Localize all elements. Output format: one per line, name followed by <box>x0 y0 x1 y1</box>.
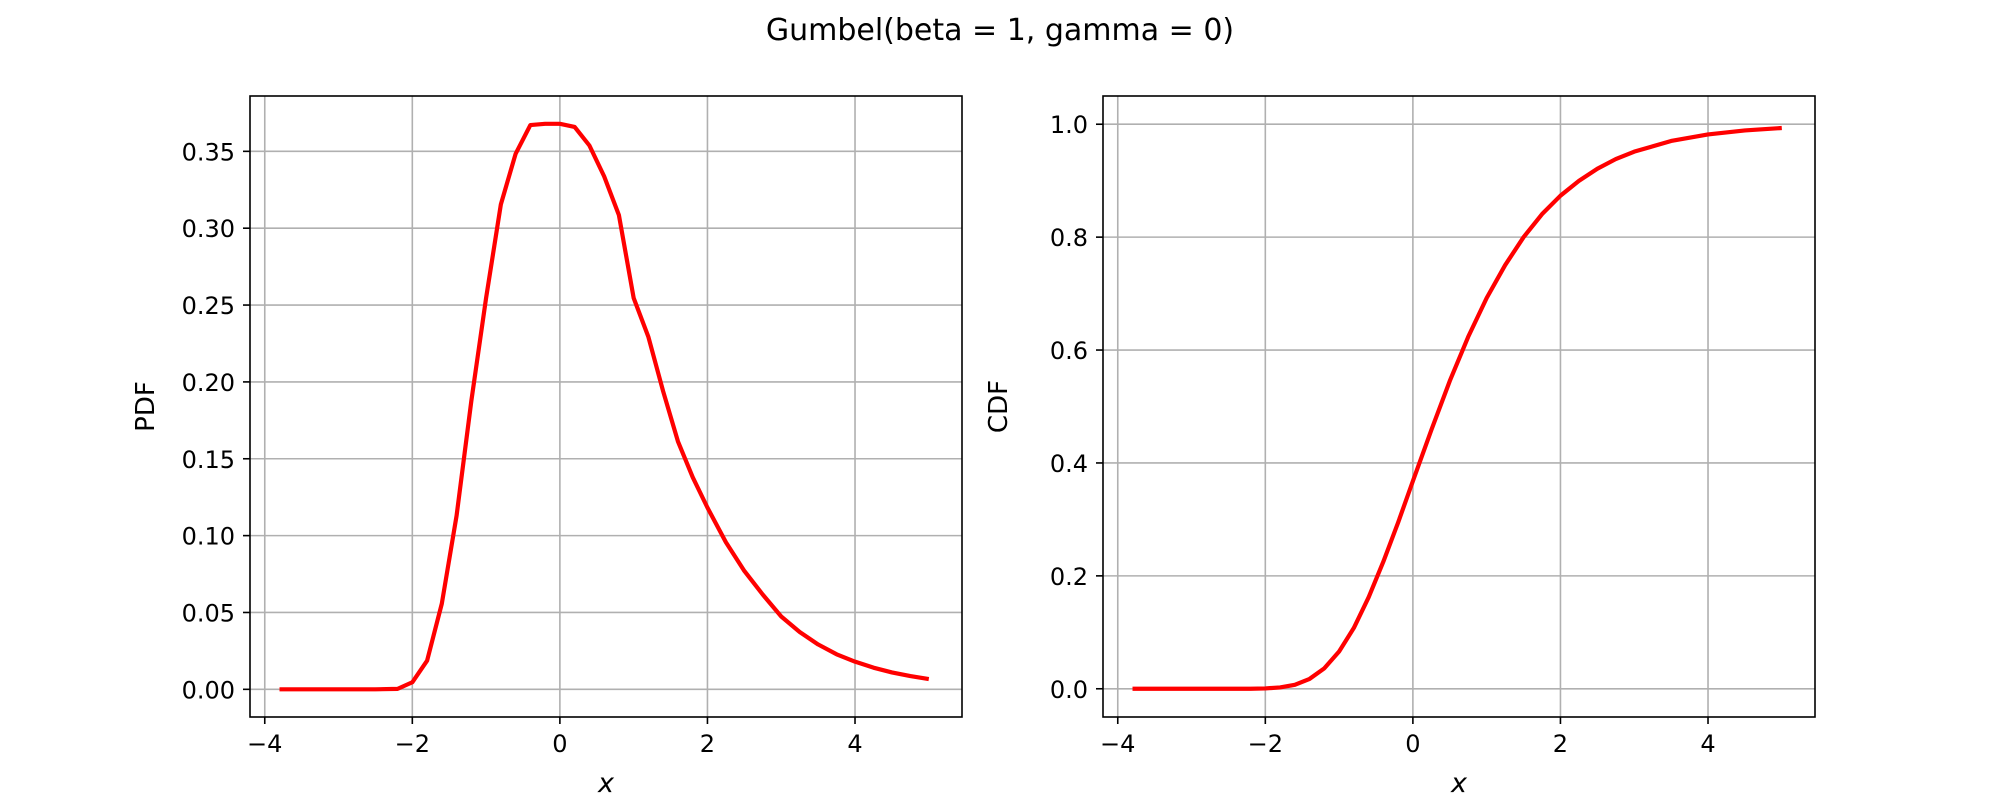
cdf-x-tick-label: 2 <box>1553 730 1568 758</box>
cdf-x-tick-label: −4 <box>1100 730 1135 758</box>
pdf-plot-area <box>250 96 962 717</box>
cdf-curve <box>1132 125 1782 691</box>
pdf-y-tick-label: 0.30 <box>182 215 235 243</box>
pdf-y-axis-label: PDF <box>131 381 161 432</box>
cdf-axes-frame <box>1102 95 1816 718</box>
pdf-y-tick-label: 0.25 <box>182 292 235 320</box>
pdf-y-tick-label: 0.00 <box>182 676 235 704</box>
pdf-x-tick-label: 0 <box>552 730 567 758</box>
cdf-axes: −4 −2 0 2 4 0.0 0.2 0.4 0.6 0.8 1.0 x CDF <box>984 95 1816 799</box>
pdf-y-tick-label: 0.20 <box>182 369 235 397</box>
pdf-y-tick-label: 0.15 <box>182 446 235 474</box>
cdf-plot-area <box>1103 96 1815 717</box>
pdf-x-tick-label: 2 <box>700 730 715 758</box>
cdf-y-tick-label: 0.4 <box>1050 450 1088 478</box>
cdf-x-axis-label: x <box>1450 768 1468 799</box>
cdf-x-tick-label: 0 <box>1405 730 1420 758</box>
pdf-x-tick-label: 4 <box>847 730 862 758</box>
pdf-axes: −4 −2 0 2 4 0.00 0.05 0.10 0.15 0.20 0.25 0.30 0.35 x… <box>131 95 963 799</box>
pdf-x-axis-label: x <box>597 768 615 799</box>
cdf-y-tick-label: 0.2 <box>1050 563 1088 591</box>
pdf-x-tick-label: −4 <box>247 730 282 758</box>
cdf-y-tick-label: 0.8 <box>1050 224 1088 252</box>
pdf-curve <box>279 121 930 692</box>
figure-title: Gumbel(beta = 1, gamma = 0) <box>766 13 1234 48</box>
cdf-y-tick-label: 0.0 <box>1050 676 1088 704</box>
pdf-y-tick-label: 0.35 <box>182 138 235 166</box>
pdf-axes-frame <box>249 95 963 718</box>
pdf-x-tick-label: −2 <box>395 730 430 758</box>
pdf-y-tick-label: 0.10 <box>182 523 235 551</box>
cdf-y-tick-label: 0.6 <box>1050 337 1088 365</box>
pdf-y-tick-label: 0.05 <box>182 599 235 627</box>
cdf-y-axis-label: CDF <box>984 380 1014 433</box>
cdf-x-tick-label: −2 <box>1248 730 1283 758</box>
cdf-y-tick-label: 1.0 <box>1050 111 1088 139</box>
cdf-x-tick-label: 4 <box>1700 730 1715 758</box>
